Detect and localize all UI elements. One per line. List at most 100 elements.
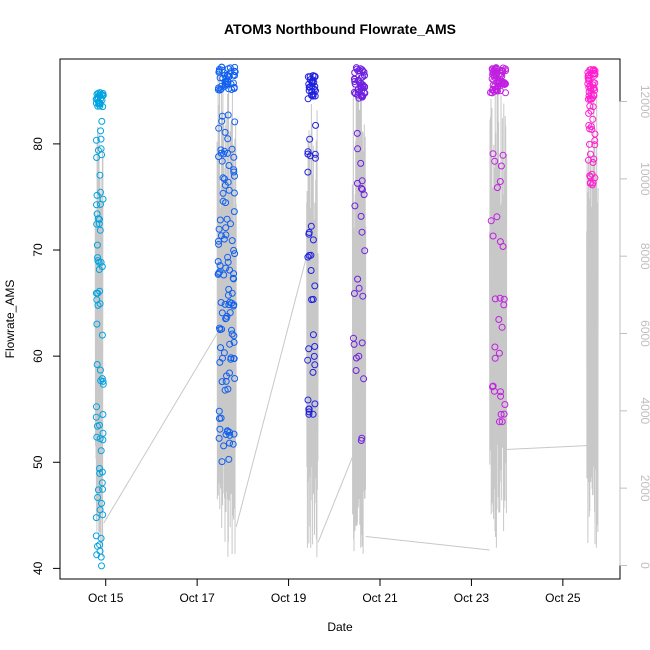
flowrate-point <box>307 267 315 274</box>
flowrate-point <box>218 117 226 125</box>
flowrate-point <box>223 149 231 157</box>
flowrate-point <box>225 162 233 169</box>
flowrate-point <box>217 299 225 306</box>
flowrate-point <box>586 172 594 180</box>
flowrate-point <box>218 458 226 466</box>
flowrate-point <box>501 65 509 73</box>
flowrate-point <box>99 485 107 493</box>
flowrate-point <box>588 95 596 103</box>
scatter-point-series <box>92 63 599 570</box>
flowrate-point <box>312 121 320 129</box>
flowrate-point <box>223 71 231 79</box>
flowrate-point <box>308 88 316 96</box>
flowrate-point <box>500 301 508 309</box>
flowrate-point <box>230 85 238 92</box>
flowrate-point <box>93 201 100 209</box>
flowrate-point <box>312 87 319 95</box>
flowrate-point <box>496 238 504 246</box>
flowrate-point <box>585 156 592 164</box>
flowrate-point <box>97 377 105 385</box>
flowrate-point <box>92 413 100 421</box>
flowrate-point <box>489 232 497 240</box>
flowrate-point <box>309 331 317 339</box>
flowrate-point <box>224 291 232 299</box>
flowrate-point <box>585 109 593 117</box>
flowrate-point <box>96 421 103 429</box>
flowrate-point <box>99 195 107 203</box>
flowrate-point <box>351 78 359 85</box>
flowrate-point <box>492 86 500 94</box>
flowrate-point <box>98 499 105 507</box>
flowrate-point <box>97 145 105 153</box>
flowrate-point <box>309 410 317 418</box>
flowrate-point <box>304 356 312 364</box>
flowrate-point <box>498 418 506 426</box>
flowrate-point <box>491 157 499 165</box>
x-tick-label: Oct 25 <box>545 591 581 605</box>
flowrate-point <box>98 117 106 125</box>
flowrate-point <box>224 253 232 261</box>
y2-tick-label: 12000 <box>638 85 650 119</box>
flowrate-point <box>96 226 104 234</box>
flowrate-point <box>355 94 363 102</box>
flowrate-point <box>216 425 224 433</box>
flowrate-point <box>305 405 313 413</box>
flowrate-point <box>500 79 508 86</box>
y-tick-label: 40 <box>31 561 45 575</box>
flowrate-point <box>97 553 105 561</box>
flowrate-point <box>94 215 102 223</box>
flowrate-point <box>231 68 239 76</box>
y2-tick-label: 8000 <box>638 243 650 270</box>
flowrate-point <box>219 189 227 197</box>
flowrate-point <box>230 168 238 176</box>
flowrate-point <box>591 86 599 94</box>
flowrate-point <box>358 185 365 192</box>
flowrate-point <box>304 396 312 404</box>
flowrate-point <box>94 257 102 265</box>
flowrate-point <box>589 115 597 123</box>
flowrate-point <box>353 129 361 137</box>
flowrate-point <box>488 65 496 73</box>
flowrate-point <box>224 258 232 266</box>
flowrate-point <box>230 208 238 216</box>
flowrate-point <box>357 65 364 73</box>
flowrate-point <box>229 440 237 448</box>
flowrate-point <box>216 268 223 276</box>
flowrate-point <box>231 67 239 75</box>
flowrate-point <box>489 86 496 94</box>
flowrate-point <box>358 93 366 101</box>
flowrate-point <box>226 439 233 447</box>
flowrate-point <box>587 107 595 115</box>
flowrate-point <box>493 184 501 192</box>
x-tick-label: Oct 17 <box>179 591 215 605</box>
flowrate-point <box>306 76 314 84</box>
flowrate-point <box>99 411 107 418</box>
flowrate-point <box>215 237 222 245</box>
flowrate-point <box>591 70 599 78</box>
flowrate-point <box>489 383 496 391</box>
flowrate-point <box>221 386 229 394</box>
flowrate-point <box>309 76 317 84</box>
flowrate-point <box>92 136 100 144</box>
flowrate-point <box>95 220 103 228</box>
flow-line-connector <box>317 457 353 543</box>
flowrate-point <box>95 258 103 266</box>
flow-line-spike <box>306 103 319 558</box>
flowrate-point <box>96 506 104 514</box>
flowrate-point <box>216 358 224 366</box>
flowrate-point <box>99 429 107 437</box>
y2-tick-label: 2000 <box>638 475 650 502</box>
flowrate-point <box>230 246 238 254</box>
flow-line-connector <box>235 256 308 527</box>
flowrate-point <box>231 72 238 79</box>
flowrate-point <box>309 368 317 376</box>
flowrate-point <box>228 326 235 334</box>
flowrate-point <box>96 366 104 374</box>
flowrate-point <box>95 98 102 106</box>
flowrate-point <box>220 442 228 450</box>
flowrate-point <box>496 294 504 302</box>
flowrate-point <box>221 300 229 308</box>
flowrate-point <box>230 355 238 362</box>
flowrate-point <box>218 309 226 317</box>
flowrate-point <box>93 241 101 249</box>
